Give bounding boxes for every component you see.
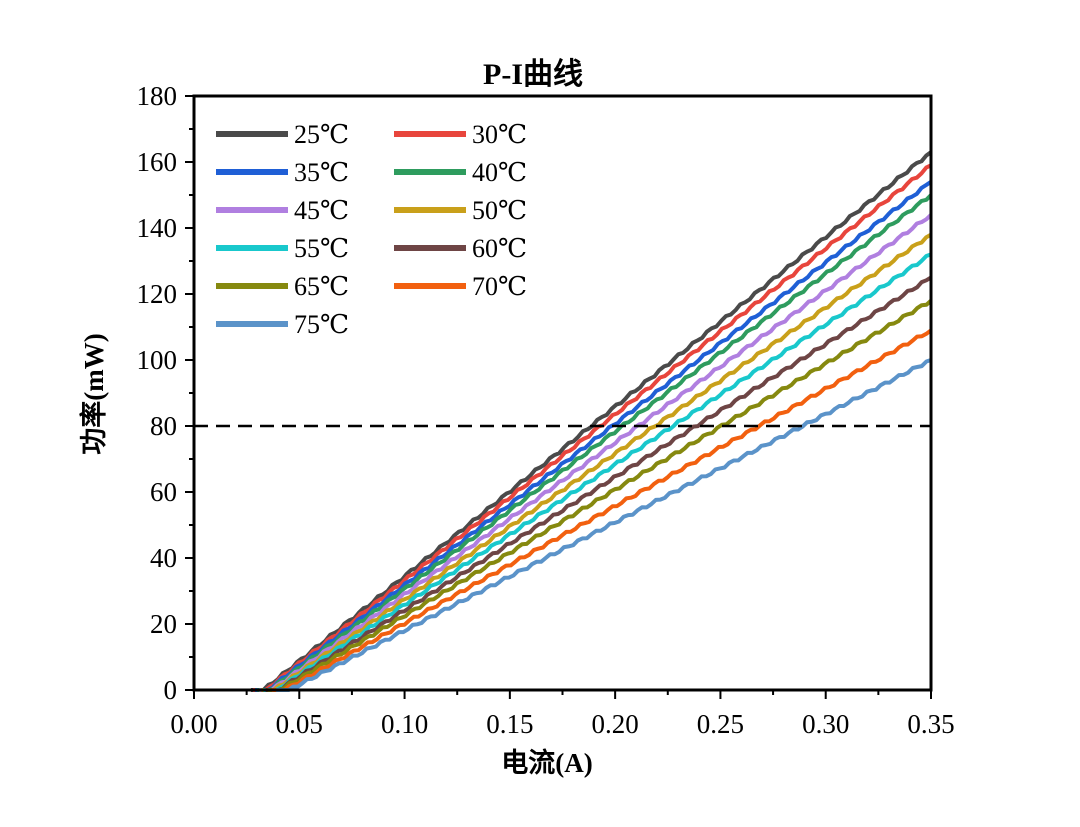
- y-tick-label: 40: [150, 543, 177, 573]
- x-tick-label: 0.05: [276, 709, 323, 739]
- y-tick-label: 100: [137, 345, 178, 375]
- series-line: [263, 252, 932, 692]
- y-tick-label: 80: [150, 411, 177, 441]
- series-line: [261, 232, 932, 692]
- y-axis-title: 功率(mW): [78, 333, 109, 454]
- axis-ticks: [185, 95, 932, 699]
- legend-label: 35℃: [294, 158, 349, 187]
- y-tick-labels: 0 20 40 60 80 100 120 140 160 180: [137, 81, 178, 705]
- x-axis-title: 电流(A): [501, 748, 592, 778]
- series-layer: [250, 150, 933, 692]
- legend-label: 50℃: [472, 196, 527, 225]
- series-line: [257, 193, 933, 692]
- x-tick-label: 0.10: [381, 709, 428, 739]
- y-tick-label: 180: [137, 81, 178, 111]
- x-tick-label: 0.20: [592, 709, 639, 739]
- legend-label: 25℃: [294, 120, 349, 149]
- series-line: [276, 358, 932, 692]
- x-tick-label: 0.35: [907, 709, 954, 739]
- legend-label: 45℃: [294, 196, 349, 225]
- y-tick-label: 0: [164, 675, 178, 705]
- legend-label: 75℃: [294, 310, 349, 339]
- x-tick-label: 0.30: [802, 709, 849, 739]
- x-tick-labels: 0.00 0.05 0.10 0.15 0.20 0.25 0.30 0.35: [170, 709, 954, 739]
- series-line: [255, 180, 933, 692]
- legend-label: 40℃: [472, 158, 527, 187]
- legend-label: 60℃: [472, 234, 527, 263]
- series-line: [253, 163, 932, 692]
- legend-label: 65℃: [294, 272, 349, 301]
- series-line: [267, 299, 933, 692]
- legend-label: 70℃: [472, 272, 527, 301]
- x-tick-label: 0.15: [486, 709, 533, 739]
- legend-label: 30℃: [472, 120, 527, 149]
- y-tick-label: 160: [137, 147, 178, 177]
- y-tick-label: 140: [137, 213, 178, 243]
- y-tick-label: 120: [137, 279, 178, 309]
- y-tick-label: 60: [150, 477, 177, 507]
- legend-label: 55℃: [294, 234, 349, 263]
- series-line: [250, 150, 933, 692]
- series-line: [259, 213, 933, 692]
- x-tick-label: 0.00: [170, 709, 217, 739]
- y-tick-label: 20: [150, 609, 177, 639]
- series-line: [265, 275, 933, 692]
- series-line: [271, 328, 933, 692]
- legend: 25℃ 30℃ 35℃ 40℃ 45℃ 50℃ 55℃ 60℃ 65℃ 70℃ 75℃: [216, 120, 527, 339]
- chart-title: P-I曲线: [483, 58, 583, 91]
- x-tick-label: 0.25: [697, 709, 744, 739]
